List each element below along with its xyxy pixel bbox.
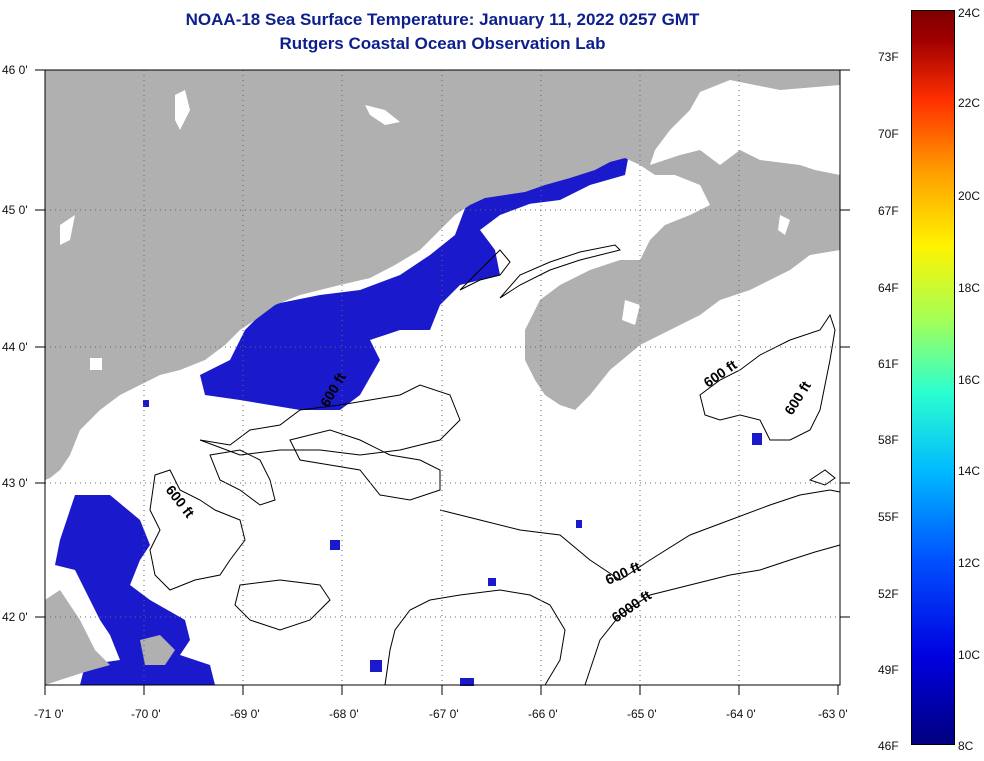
scale-label-c: 14C xyxy=(958,464,981,478)
scale-label-c: 8C xyxy=(958,739,974,753)
lat-label: 45 0' xyxy=(2,203,28,217)
scale-label-c: 24C xyxy=(958,6,981,20)
depth-contours xyxy=(149,244,841,686)
lon-label: -68 0' xyxy=(329,707,359,721)
lat-label: 46 0' xyxy=(2,63,28,77)
scale-label-f: 46F xyxy=(878,739,899,753)
lat-label: 44 0' xyxy=(2,340,28,354)
scale-label-c: 22C xyxy=(958,96,981,110)
lon-label: -63 0' xyxy=(818,707,848,721)
scale-label-c: 10C xyxy=(958,648,981,662)
temperature-colorbar xyxy=(911,10,955,745)
scale-label-f: 52F xyxy=(878,587,899,601)
scale-label-f: 73F xyxy=(878,50,899,64)
map-subtitle: Rutgers Coastal Ocean Observation Lab xyxy=(279,34,606,53)
lakes xyxy=(60,90,790,370)
ticks xyxy=(35,69,850,695)
scale-label-f: 70F xyxy=(878,127,899,141)
longitude-labels: -71 0' -70 0' -69 0' -68 0' -67 0' -66 0… xyxy=(34,707,848,721)
lon-label: -70 0' xyxy=(131,707,161,721)
scale-label-f: 67F xyxy=(878,204,899,218)
lon-label: -66 0' xyxy=(528,707,558,721)
lon-label: -71 0' xyxy=(34,707,64,721)
scale-label-c: 18C xyxy=(958,281,981,295)
scale-label-c: 20C xyxy=(958,189,981,203)
lat-label: 42 0' xyxy=(2,610,28,624)
lon-label: -64 0' xyxy=(726,707,756,721)
scale-label-f: 49F xyxy=(878,663,899,677)
lon-label: -67 0' xyxy=(429,707,459,721)
land xyxy=(45,70,840,685)
lon-label: -65 0' xyxy=(627,707,657,721)
scale-label-f: 64F xyxy=(878,281,899,295)
latitude-labels: 46 0' 45 0' 44 0' 43 0' 42 0' xyxy=(2,63,28,624)
scale-label-f: 61F xyxy=(878,357,899,371)
lon-label: -69 0' xyxy=(230,707,260,721)
map-title: NOAA-18 Sea Surface Temperature: January… xyxy=(185,10,700,29)
scale-label-c: 16C xyxy=(958,373,981,387)
scale-label-c: 12C xyxy=(958,556,981,570)
scale-label-f: 58F xyxy=(878,433,899,447)
lat-label: 43 0' xyxy=(2,476,28,490)
scale-label-f: 55F xyxy=(878,510,899,524)
